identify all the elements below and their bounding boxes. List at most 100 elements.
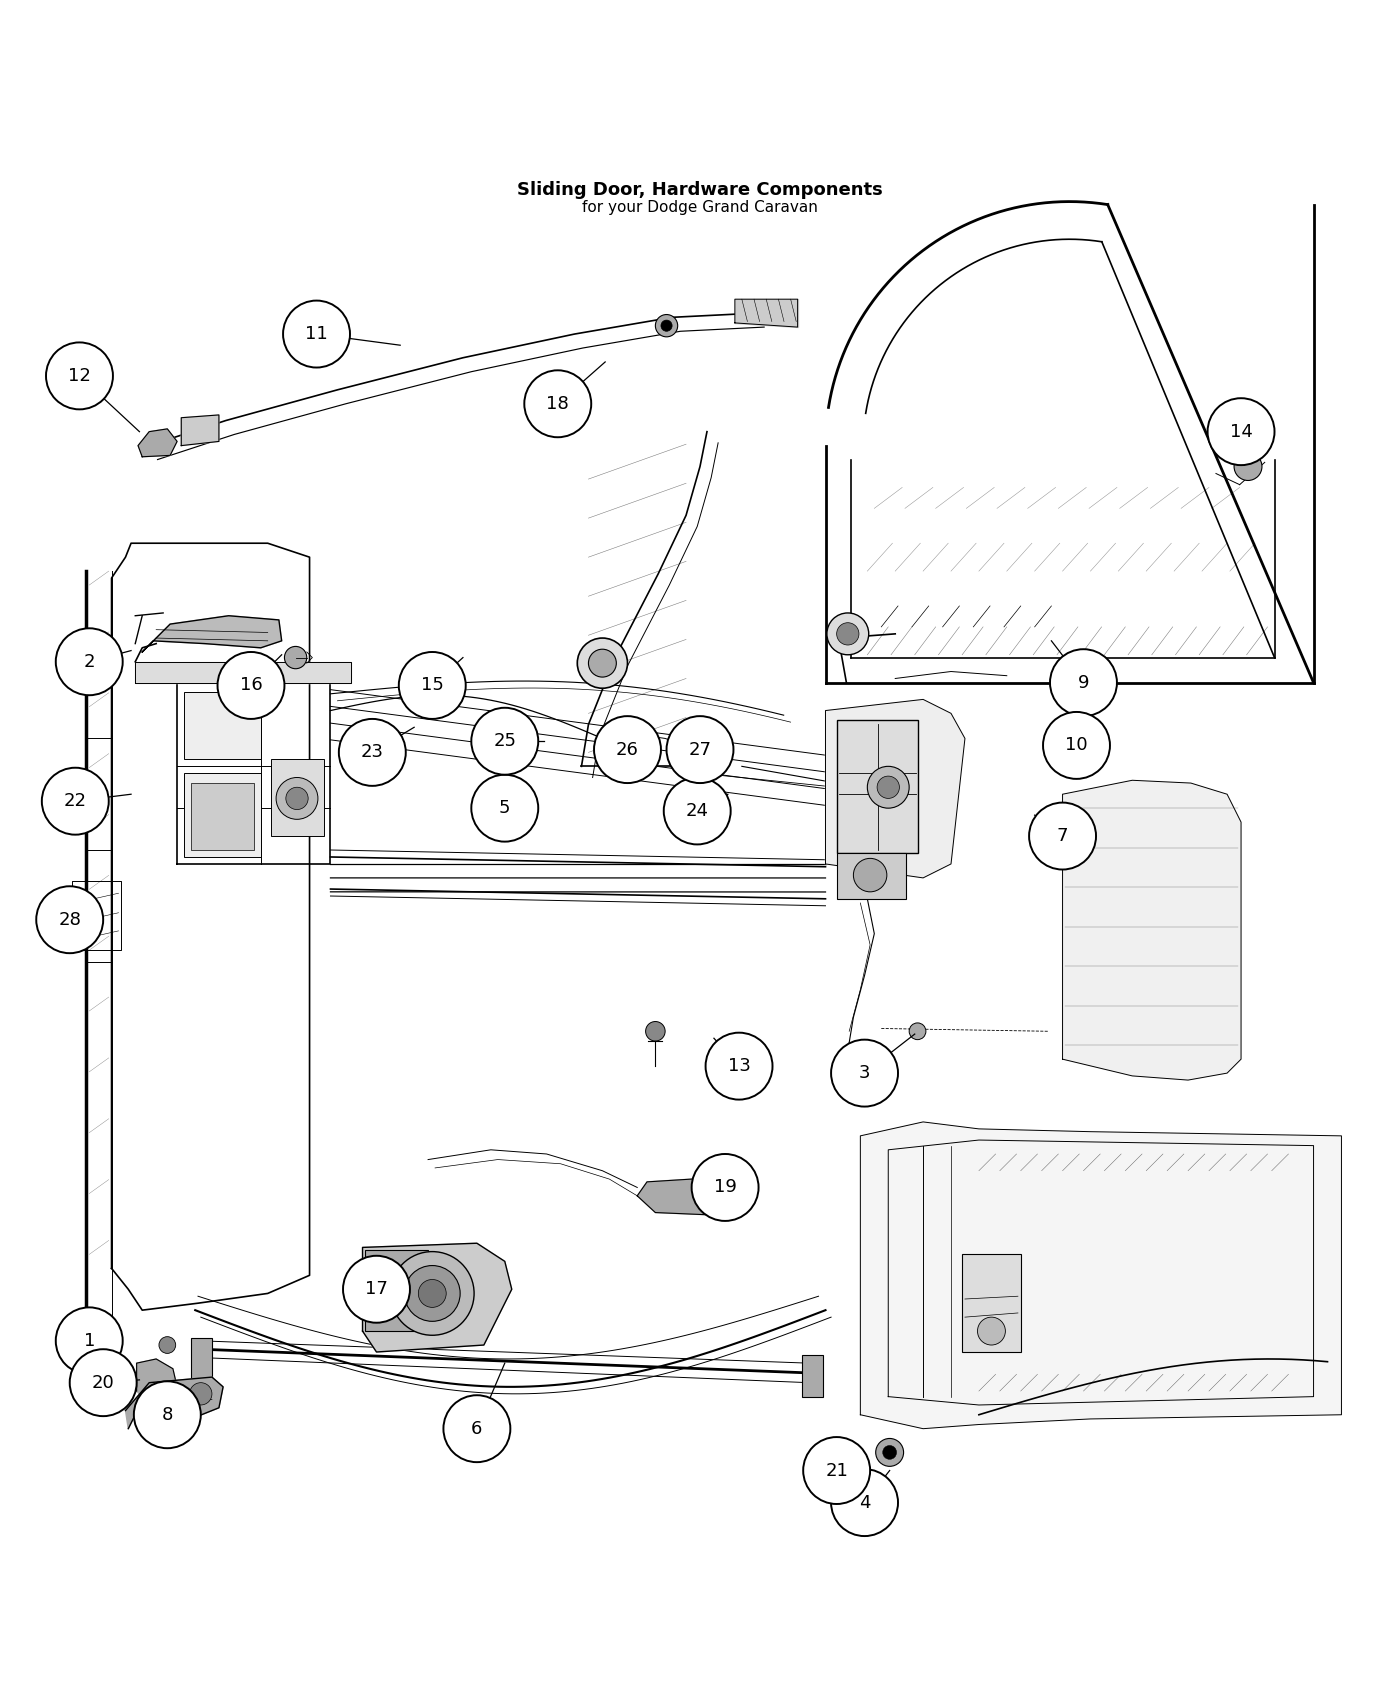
Circle shape (876, 777, 899, 799)
Circle shape (661, 320, 672, 332)
FancyBboxPatch shape (183, 692, 260, 760)
Circle shape (472, 707, 538, 775)
FancyBboxPatch shape (837, 721, 917, 853)
FancyBboxPatch shape (183, 774, 260, 857)
Text: 6: 6 (472, 1420, 483, 1438)
FancyBboxPatch shape (190, 784, 253, 850)
Text: 23: 23 (361, 743, 384, 762)
Circle shape (876, 1438, 903, 1467)
Polygon shape (1063, 780, 1240, 1080)
Text: Sliding Door, Hardware Components: Sliding Door, Hardware Components (517, 180, 883, 199)
Circle shape (666, 716, 734, 784)
Text: 10: 10 (1065, 736, 1088, 755)
Text: 16: 16 (239, 677, 262, 695)
Circle shape (472, 775, 538, 842)
Text: 18: 18 (546, 394, 570, 413)
Circle shape (524, 371, 591, 437)
Text: 20: 20 (92, 1374, 115, 1392)
FancyBboxPatch shape (190, 1338, 211, 1382)
Circle shape (655, 314, 678, 337)
Circle shape (46, 342, 113, 410)
Text: 14: 14 (1229, 423, 1253, 440)
Circle shape (854, 858, 886, 892)
Circle shape (594, 716, 661, 784)
Polygon shape (363, 1243, 512, 1352)
Circle shape (630, 733, 647, 750)
Circle shape (56, 629, 123, 695)
Circle shape (283, 301, 350, 367)
Text: 21: 21 (825, 1462, 848, 1479)
Circle shape (577, 638, 627, 688)
Circle shape (837, 622, 860, 644)
Circle shape (706, 1032, 773, 1100)
Text: 2: 2 (84, 653, 95, 672)
Circle shape (1029, 802, 1096, 869)
Polygon shape (143, 615, 281, 653)
Circle shape (286, 787, 308, 809)
Circle shape (405, 1265, 461, 1321)
Polygon shape (637, 1178, 739, 1216)
Circle shape (832, 1040, 897, 1107)
Circle shape (83, 1318, 102, 1336)
Circle shape (343, 1256, 410, 1323)
Circle shape (391, 1251, 475, 1334)
Text: 1: 1 (84, 1331, 95, 1350)
Circle shape (1208, 398, 1274, 466)
FancyBboxPatch shape (802, 1355, 823, 1397)
FancyBboxPatch shape (365, 1250, 428, 1331)
Polygon shape (735, 299, 798, 326)
Text: 12: 12 (69, 367, 91, 384)
Circle shape (645, 1022, 665, 1040)
Circle shape (977, 1318, 1005, 1345)
Text: 27: 27 (689, 741, 711, 758)
Circle shape (276, 777, 318, 819)
Text: 25: 25 (493, 733, 517, 750)
Circle shape (399, 653, 466, 719)
Text: 5: 5 (498, 799, 511, 818)
FancyBboxPatch shape (837, 853, 906, 899)
Text: 26: 26 (616, 741, 638, 758)
Text: 17: 17 (365, 1280, 388, 1299)
Circle shape (160, 1336, 175, 1353)
Circle shape (217, 653, 284, 719)
FancyBboxPatch shape (270, 760, 323, 836)
Polygon shape (181, 415, 218, 445)
Polygon shape (139, 428, 176, 457)
Circle shape (669, 728, 703, 762)
Text: 4: 4 (858, 1494, 871, 1511)
Circle shape (664, 777, 731, 845)
Circle shape (827, 614, 869, 654)
FancyBboxPatch shape (962, 1255, 1021, 1352)
Text: 15: 15 (421, 677, 444, 695)
Text: 8: 8 (161, 1406, 174, 1425)
Text: 3: 3 (858, 1064, 871, 1083)
Text: 28: 28 (59, 911, 81, 928)
Circle shape (832, 1469, 897, 1537)
Circle shape (692, 1154, 759, 1221)
Polygon shape (136, 661, 351, 683)
Circle shape (1233, 452, 1261, 481)
Text: 11: 11 (305, 325, 328, 343)
Circle shape (339, 719, 406, 785)
Circle shape (804, 1436, 871, 1504)
Circle shape (1050, 649, 1117, 716)
Circle shape (284, 646, 307, 668)
Circle shape (134, 1382, 200, 1448)
Text: 19: 19 (714, 1178, 736, 1197)
Circle shape (882, 1445, 896, 1459)
Circle shape (56, 1307, 123, 1374)
Circle shape (622, 724, 655, 758)
Circle shape (909, 1023, 925, 1040)
Polygon shape (826, 699, 965, 877)
Polygon shape (137, 1358, 176, 1397)
Polygon shape (861, 1122, 1341, 1428)
Circle shape (42, 768, 109, 835)
Polygon shape (126, 1377, 223, 1428)
Circle shape (868, 767, 909, 808)
Circle shape (36, 886, 104, 954)
Circle shape (189, 1382, 211, 1404)
Text: 13: 13 (728, 1057, 750, 1074)
Circle shape (588, 649, 616, 677)
Text: for your Dodge Grand Caravan: for your Dodge Grand Caravan (582, 201, 818, 216)
Circle shape (70, 1350, 137, 1416)
